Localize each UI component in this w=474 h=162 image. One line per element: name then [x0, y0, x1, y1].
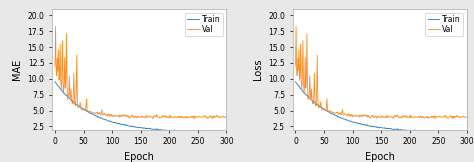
Train: [293, 82, 299, 84]
Train: [223, 131, 228, 133]
Train: [394, 129, 400, 131]
Val: [398, 116, 403, 118]
Val: [395, 115, 401, 117]
Train: [154, 129, 160, 131]
Val: [432, 118, 438, 120]
Train: [202, 132, 208, 134]
Train: [292, 81, 298, 83]
Y-axis label: Loss: Loss: [253, 58, 263, 80]
Val: [448, 116, 454, 118]
Val: [52, 65, 58, 67]
Train: [448, 131, 454, 133]
Val: [53, 69, 59, 71]
Train: [157, 129, 163, 131]
Val: [464, 116, 469, 118]
Val: [438, 116, 444, 118]
Val: [294, 69, 300, 71]
Val: [394, 113, 400, 115]
Val: [223, 116, 228, 118]
Train: [153, 128, 159, 130]
Train: [437, 130, 442, 132]
Line: Val: Val: [295, 26, 466, 119]
Val: [292, 65, 298, 67]
Train: [53, 82, 58, 84]
Y-axis label: MAE: MAE: [12, 59, 22, 80]
Train: [394, 128, 400, 130]
Val: [154, 113, 160, 115]
Val: [157, 116, 163, 118]
Val: [191, 118, 197, 120]
Val: [155, 115, 160, 117]
Train: [196, 130, 202, 132]
Val: [53, 25, 58, 27]
Val: [197, 116, 203, 118]
Train: [442, 132, 448, 134]
Legend: Train, Val: Train, Val: [185, 13, 223, 36]
Train: [397, 129, 403, 131]
Val: [293, 25, 299, 27]
Val: [208, 116, 214, 118]
Legend: Train, Val: Train, Val: [425, 13, 463, 36]
Line: Train: Train: [295, 82, 466, 133]
Line: Train: Train: [55, 82, 226, 133]
Train: [464, 131, 469, 133]
Train: [208, 131, 213, 133]
X-axis label: Epoch: Epoch: [124, 152, 154, 162]
X-axis label: Epoch: Epoch: [365, 152, 395, 162]
Train: [52, 81, 58, 83]
Line: Val: Val: [55, 26, 226, 119]
